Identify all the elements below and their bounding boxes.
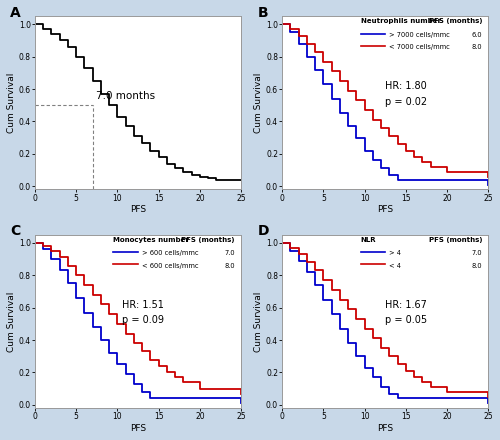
Text: > 4: > 4 [390, 250, 402, 257]
Text: < 4: < 4 [390, 263, 402, 268]
Text: 7.0 months: 7.0 months [96, 91, 155, 101]
Text: PFS (months): PFS (months) [182, 237, 235, 242]
Text: NLR: NLR [360, 237, 376, 242]
X-axis label: PFS: PFS [377, 424, 394, 433]
Text: 6.0: 6.0 [472, 32, 482, 38]
Text: A: A [10, 6, 21, 20]
Text: p = 0.02: p = 0.02 [385, 96, 428, 106]
Text: 8.0: 8.0 [472, 44, 482, 50]
Y-axis label: Cum Survival: Cum Survival [7, 291, 16, 352]
Text: C: C [10, 224, 20, 238]
Text: HR: 1.51: HR: 1.51 [122, 300, 164, 310]
Text: PFS (months): PFS (months) [428, 237, 482, 242]
Text: Monocytes number: Monocytes number [114, 237, 189, 242]
Text: Neutrophils number: Neutrophils number [360, 18, 440, 24]
Text: HR: 1.67: HR: 1.67 [385, 300, 427, 310]
X-axis label: PFS: PFS [377, 205, 394, 214]
Text: 8.0: 8.0 [224, 263, 235, 268]
Text: B: B [258, 6, 268, 20]
X-axis label: PFS: PFS [130, 424, 146, 433]
Y-axis label: Cum Survival: Cum Survival [254, 73, 263, 133]
Text: p = 0.09: p = 0.09 [122, 315, 164, 325]
Text: 7.0: 7.0 [472, 250, 482, 257]
Text: PFS (months): PFS (months) [428, 18, 482, 24]
Text: < 600 cells/mmc: < 600 cells/mmc [142, 263, 199, 268]
Y-axis label: Cum Survival: Cum Survival [254, 291, 263, 352]
X-axis label: PFS: PFS [130, 205, 146, 214]
Text: > 7000 cells/mmc: > 7000 cells/mmc [390, 32, 450, 38]
Text: p = 0.05: p = 0.05 [385, 315, 428, 325]
Text: < 7000 cells/mmc: < 7000 cells/mmc [390, 44, 450, 50]
Y-axis label: Cum Survival: Cum Survival [7, 73, 16, 133]
Text: D: D [258, 224, 269, 238]
Text: 8.0: 8.0 [472, 263, 482, 268]
Text: 7.0: 7.0 [224, 250, 235, 257]
Text: HR: 1.80: HR: 1.80 [385, 81, 427, 91]
Text: > 600 cells/mmc: > 600 cells/mmc [142, 250, 199, 257]
